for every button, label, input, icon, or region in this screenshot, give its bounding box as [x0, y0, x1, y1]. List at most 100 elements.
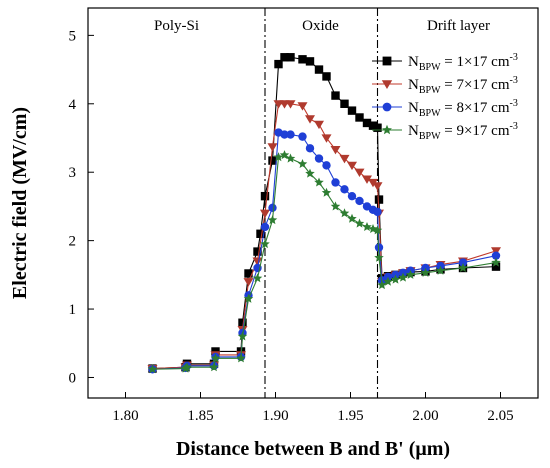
- y-axis-title: Electric field (MV/cm): [9, 107, 31, 299]
- data-point-marker: [210, 353, 221, 363]
- legend-item: NBPW = 8×17 cm-3: [372, 98, 518, 119]
- data-point-marker: [372, 225, 383, 235]
- data-point-marker: [373, 123, 382, 132]
- data-point-marker: [420, 267, 431, 277]
- data-point-marker: [305, 115, 315, 124]
- legend-item: NBPW = 9×17 cm-3: [372, 121, 518, 142]
- data-point-marker: [330, 146, 341, 155]
- x-tick-label: 2.05: [487, 408, 513, 424]
- data-point-marker: [347, 191, 357, 201]
- data-point-marker: [321, 134, 332, 143]
- series-4: [147, 150, 501, 374]
- data-point-marker: [286, 53, 295, 62]
- legend-item: NBPW = 7×17 cm-3: [372, 75, 518, 96]
- x-tick-label: 1.90: [262, 408, 288, 424]
- data-point-marker: [347, 213, 357, 223]
- x-axis-title: Distance between B and B' (μm): [176, 438, 450, 460]
- legend-label: NBPW = 8×17 cm-3: [408, 98, 518, 119]
- y-tick-label: 4: [69, 97, 77, 113]
- region-label: Drift layer: [427, 18, 490, 34]
- data-point-marker: [381, 80, 393, 89]
- legend-label: NBPW = 7×17 cm-3: [408, 75, 518, 96]
- data-point-marker: [238, 318, 247, 327]
- data-point-marker: [355, 113, 364, 122]
- legend-label: NBPW = 9×17 cm-3: [408, 121, 518, 142]
- data-point-marker: [243, 278, 254, 287]
- x-tick-label: 1.80: [112, 408, 138, 424]
- data-point-marker: [383, 276, 393, 286]
- data-point-marker: [322, 161, 331, 170]
- x-tick-label: 1.95: [337, 408, 363, 424]
- data-point-marker: [280, 130, 289, 139]
- data-point-marker: [209, 362, 219, 372]
- data-point-marker: [260, 191, 270, 201]
- data-point-marker: [267, 215, 278, 225]
- data-point-marker: [458, 263, 468, 273]
- x-tick-label: 2.00: [412, 408, 438, 424]
- data-point-marker: [340, 99, 349, 108]
- data-point-marker: [405, 269, 416, 279]
- data-point-marker: [322, 72, 331, 81]
- y-tick-label: 3: [69, 165, 77, 181]
- data-point-marker: [372, 182, 383, 191]
- data-point-marker: [280, 53, 289, 62]
- data-point-marker: [314, 65, 324, 74]
- data-point-marker: [260, 222, 270, 232]
- data-point-marker: [147, 364, 158, 374]
- series-2: [147, 100, 501, 374]
- legend-item: NBPW = 1×17 cm-3: [372, 52, 518, 73]
- data-point-marker: [458, 258, 468, 267]
- data-point-marker: [362, 221, 372, 231]
- data-point-marker: [355, 196, 364, 206]
- data-point-marker: [256, 229, 265, 238]
- data-point-marker: [268, 156, 277, 165]
- data-point-marker: [268, 203, 277, 212]
- y-tick-label: 1: [69, 302, 77, 318]
- data-point-marker: [374, 252, 384, 262]
- data-point-marker: [382, 124, 392, 135]
- data-point-marker: [491, 251, 501, 260]
- data-point-marker: [390, 274, 401, 284]
- data-point-marker: [260, 239, 270, 249]
- data-point-marker: [285, 100, 296, 109]
- region-label: Poly-Si: [154, 18, 199, 34]
- data-point-marker: [286, 130, 295, 139]
- data-point-marker: [354, 218, 365, 228]
- data-point-marker: [243, 293, 254, 303]
- data-point-marker: [252, 273, 263, 283]
- data-point-marker: [362, 175, 372, 184]
- data-point-marker: [491, 257, 501, 267]
- data-point-marker: [297, 102, 308, 111]
- data-point-marker: [244, 269, 253, 278]
- data-point-marker: [298, 132, 307, 141]
- data-point-marker: [339, 208, 350, 218]
- y-tick-label: 5: [69, 28, 77, 44]
- y-tick-label: 2: [69, 234, 77, 250]
- data-point-marker: [374, 243, 384, 252]
- data-point-marker: [491, 262, 501, 271]
- data-point-marker: [298, 55, 307, 64]
- data-point-marker: [305, 168, 315, 178]
- data-point-marker: [321, 187, 332, 197]
- data-point-marker: [253, 247, 262, 256]
- data-point-marker: [330, 201, 341, 211]
- data-point-marker: [305, 57, 315, 66]
- data-point-marker: [368, 121, 378, 130]
- data-point-marker: [260, 209, 270, 219]
- data-point-marker: [374, 195, 384, 204]
- data-point-marker: [331, 178, 340, 187]
- data-point-marker: [236, 353, 246, 363]
- data-point-marker: [252, 257, 263, 266]
- series-3: [148, 128, 501, 374]
- series-layer: [147, 53, 501, 374]
- data-point-marker: [237, 331, 248, 341]
- data-point-marker: [314, 120, 324, 130]
- data-point-marker: [274, 59, 283, 69]
- series-line: [152, 103, 497, 370]
- data-point-marker: [305, 144, 315, 153]
- legend-label: NBPW = 1×17 cm-3: [408, 52, 518, 73]
- data-point-marker: [267, 143, 278, 152]
- data-point-marker: [314, 154, 324, 163]
- axes-layer: 1.80 1.85 1.90 1.95 2.00 2.05 0 1 2 3 4 5 Poly-Si Oxi…: [69, 7, 539, 424]
